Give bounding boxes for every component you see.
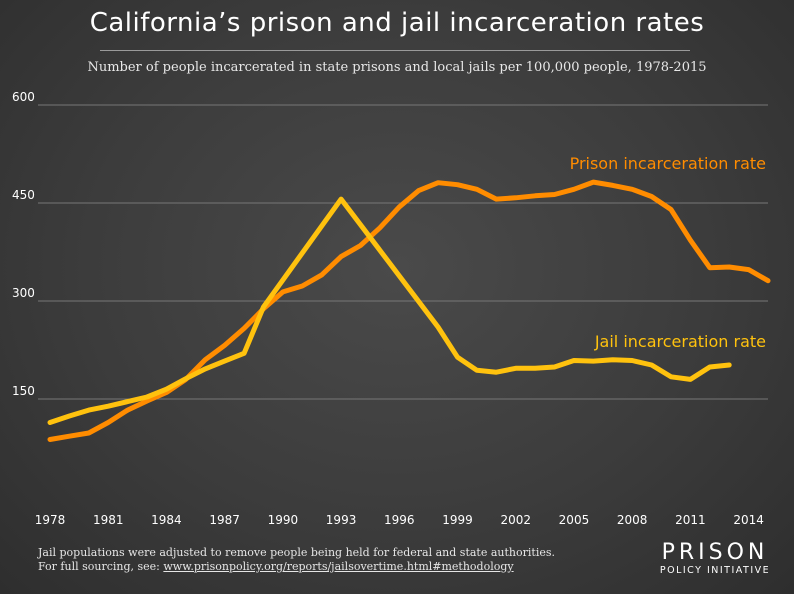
x-tick-label-2011: 2011 [675, 513, 706, 527]
footnote: Jail populations were adjusted to remove… [38, 546, 555, 574]
y-tick-label-300: 300 [12, 286, 35, 300]
title-divider [100, 50, 690, 51]
x-tick-label-1999: 1999 [442, 513, 473, 527]
x-tick-label-2005: 2005 [559, 513, 590, 527]
footnote-line-1: Jail populations were adjusted to remove… [38, 546, 555, 559]
x-tick-label-1990: 1990 [268, 513, 299, 527]
footnote-prefix: For full sourcing, see: [38, 560, 164, 573]
x-tick-label-1981: 1981 [93, 513, 124, 527]
x-tick-label-2002: 2002 [500, 513, 531, 527]
y-tick-label-450: 450 [12, 188, 35, 202]
series-line-prison [47, 179, 771, 442]
logo-line-2: POLICY INITIATIVE [659, 565, 771, 576]
x-tick-label-1993: 1993 [326, 513, 357, 527]
x-tick-label-2008: 2008 [617, 513, 648, 527]
x-tick-label-1987: 1987 [209, 513, 240, 527]
chart-subtitle: Number of people incarcerated in state p… [87, 60, 707, 75]
methodology-link[interactable]: www.prisonpolicy.org/reports/jailsoverti… [163, 560, 514, 573]
series-label-jail: Jail incarceration rate [594, 332, 766, 351]
y-tick-label-150: 150 [12, 384, 35, 398]
x-tick-label-1996: 1996 [384, 513, 415, 527]
prison-policy-logo: PRISON POLICY INITIATIVE [650, 540, 780, 577]
y-tick-label-600: 600 [12, 90, 35, 104]
chart-title: California’s prison and jail incarcerati… [89, 8, 705, 38]
x-tick-label-1978: 1978 [35, 513, 66, 527]
x-tick-label-1984: 1984 [151, 513, 182, 527]
x-tick-label-2014: 2014 [733, 513, 764, 527]
footnote-line-2: For full sourcing, see: www.prisonpolicy… [38, 560, 555, 574]
logo-line-1: PRISON [661, 540, 769, 565]
series-line-jail [47, 196, 732, 425]
series-label-prison: Prison incarceration rate [570, 154, 766, 173]
